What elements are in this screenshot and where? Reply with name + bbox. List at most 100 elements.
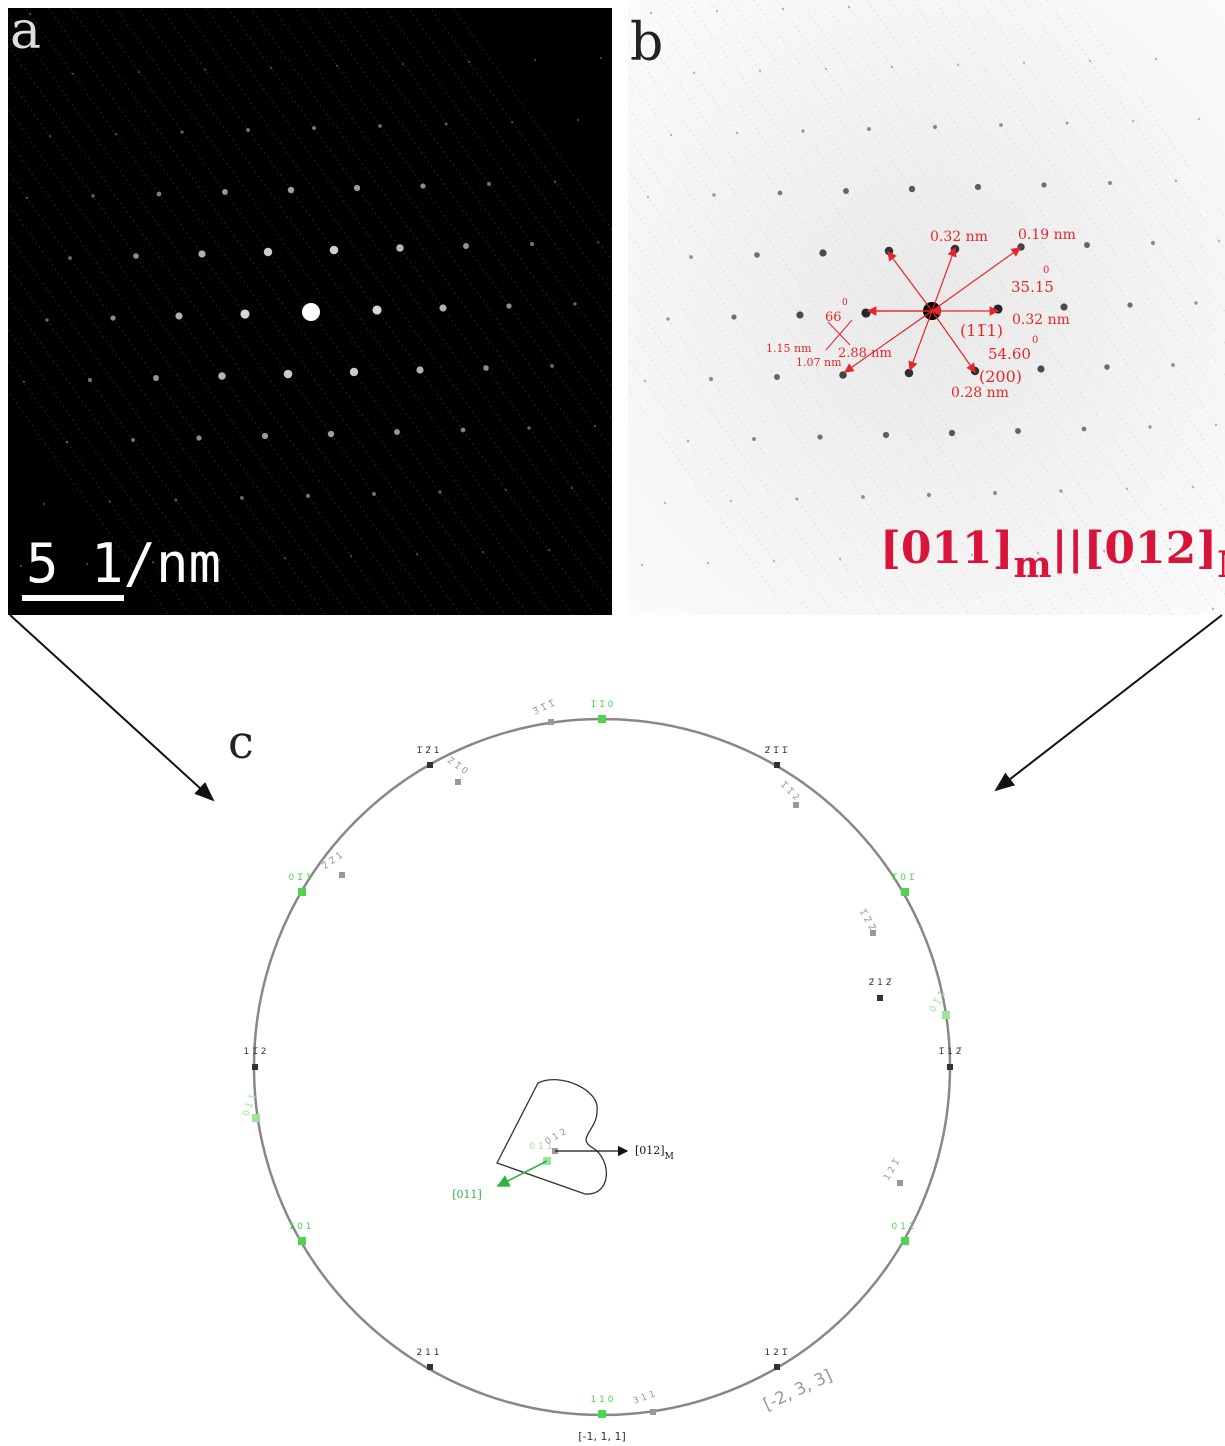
spot (573, 302, 576, 305)
spot (825, 68, 827, 70)
spot (1104, 364, 1110, 370)
poles: 1̅ 1̅ 03̅ 1̅ 1̅1̅ 2̅ 12̅ 1̅ 02̅ 1̅ 1̅1̅ … (242, 698, 963, 1418)
annotation: (11̅1) (960, 321, 1003, 340)
pole (252, 1114, 260, 1122)
spot (670, 134, 672, 136)
spot (284, 557, 286, 559)
spot (312, 126, 316, 130)
spot (264, 248, 272, 256)
spot (1084, 242, 1090, 248)
zone-axis-sub: M (1217, 544, 1225, 586)
spot (666, 317, 669, 320)
spot (1082, 427, 1087, 432)
spot (26, 197, 28, 199)
spot (1023, 62, 1025, 64)
spot (416, 553, 418, 555)
pole (897, 1180, 903, 1186)
spot (548, 549, 550, 551)
spot (957, 64, 959, 66)
pole-label: 1 1̅ 2 (244, 1047, 267, 1057)
spot (196, 435, 201, 440)
spot (530, 242, 534, 246)
pole-label: 2̅ 1̅ 1̅ (765, 746, 789, 756)
spot (817, 434, 822, 439)
spot (999, 123, 1003, 127)
spot (527, 426, 530, 429)
pole (455, 779, 461, 785)
direction-label: [012]M (635, 1144, 674, 1162)
spot (240, 496, 244, 500)
spot (1198, 118, 1200, 120)
spot (336, 65, 338, 67)
spot (45, 318, 48, 321)
spot (218, 372, 226, 380)
spot (438, 490, 441, 493)
spot (687, 440, 690, 443)
annotation: 0.28 nm (951, 385, 1009, 401)
spot (1037, 365, 1044, 372)
spot (848, 6, 850, 8)
spot (88, 378, 92, 382)
spot (1151, 241, 1155, 245)
spot (180, 130, 183, 133)
spot (773, 560, 775, 562)
spot (483, 365, 489, 371)
direction-label: [011] (452, 1188, 482, 1201)
spot (270, 67, 272, 69)
spot (795, 497, 798, 500)
pole-label: 2̅ 2̅ 1 (321, 851, 345, 872)
link-arrow (996, 615, 1222, 790)
spot (993, 491, 997, 495)
spot (1171, 363, 1175, 367)
spot (511, 121, 513, 123)
pole (598, 715, 606, 723)
panel-label: c (228, 715, 254, 769)
spot (782, 8, 784, 10)
spot (1218, 240, 1220, 242)
spot (68, 256, 72, 260)
spot (752, 437, 756, 441)
spot (774, 374, 780, 380)
spot (689, 255, 693, 259)
spot (222, 189, 228, 195)
spot (1059, 489, 1062, 492)
spot (174, 498, 177, 501)
pole (774, 1364, 780, 1370)
pole-label: 0 1 1̅ (892, 1222, 916, 1232)
spot (796, 311, 803, 318)
pole (942, 1011, 950, 1019)
panel-label: b (630, 13, 663, 73)
spot (754, 252, 760, 258)
axis-label: [-2, 3, 3] (760, 1366, 835, 1415)
spot (641, 564, 643, 566)
pole-label: 0 1̅ 1 (289, 873, 312, 883)
pole-label: 0 1 2 (544, 1127, 569, 1147)
spot (350, 555, 352, 557)
spot (72, 73, 74, 75)
spot (461, 428, 466, 433)
figure: a 5 1/nm b 0.32 nm0.19 nm35.150(11̅1)0.3… (0, 0, 1225, 1446)
spot (1060, 303, 1067, 310)
spot (482, 551, 484, 553)
pole-label: 1̅ 2̅ 2̅ (857, 908, 878, 934)
spot (819, 249, 826, 256)
spot (138, 71, 140, 73)
spot (1148, 425, 1151, 428)
spot (550, 364, 554, 368)
spot (110, 315, 115, 320)
annotation: 54.60 (988, 345, 1031, 363)
spot (993, 304, 1002, 313)
pole (427, 1364, 433, 1370)
spot (372, 492, 376, 496)
pole (252, 1064, 258, 1070)
spot (302, 303, 320, 321)
spot (372, 305, 381, 314)
spot (1041, 182, 1046, 187)
spot (927, 493, 931, 497)
spot (505, 489, 507, 491)
spot (1194, 301, 1197, 304)
annotation: 0 (1043, 265, 1049, 276)
spot (600, 57, 602, 59)
spot (843, 188, 849, 194)
spot (801, 129, 804, 132)
